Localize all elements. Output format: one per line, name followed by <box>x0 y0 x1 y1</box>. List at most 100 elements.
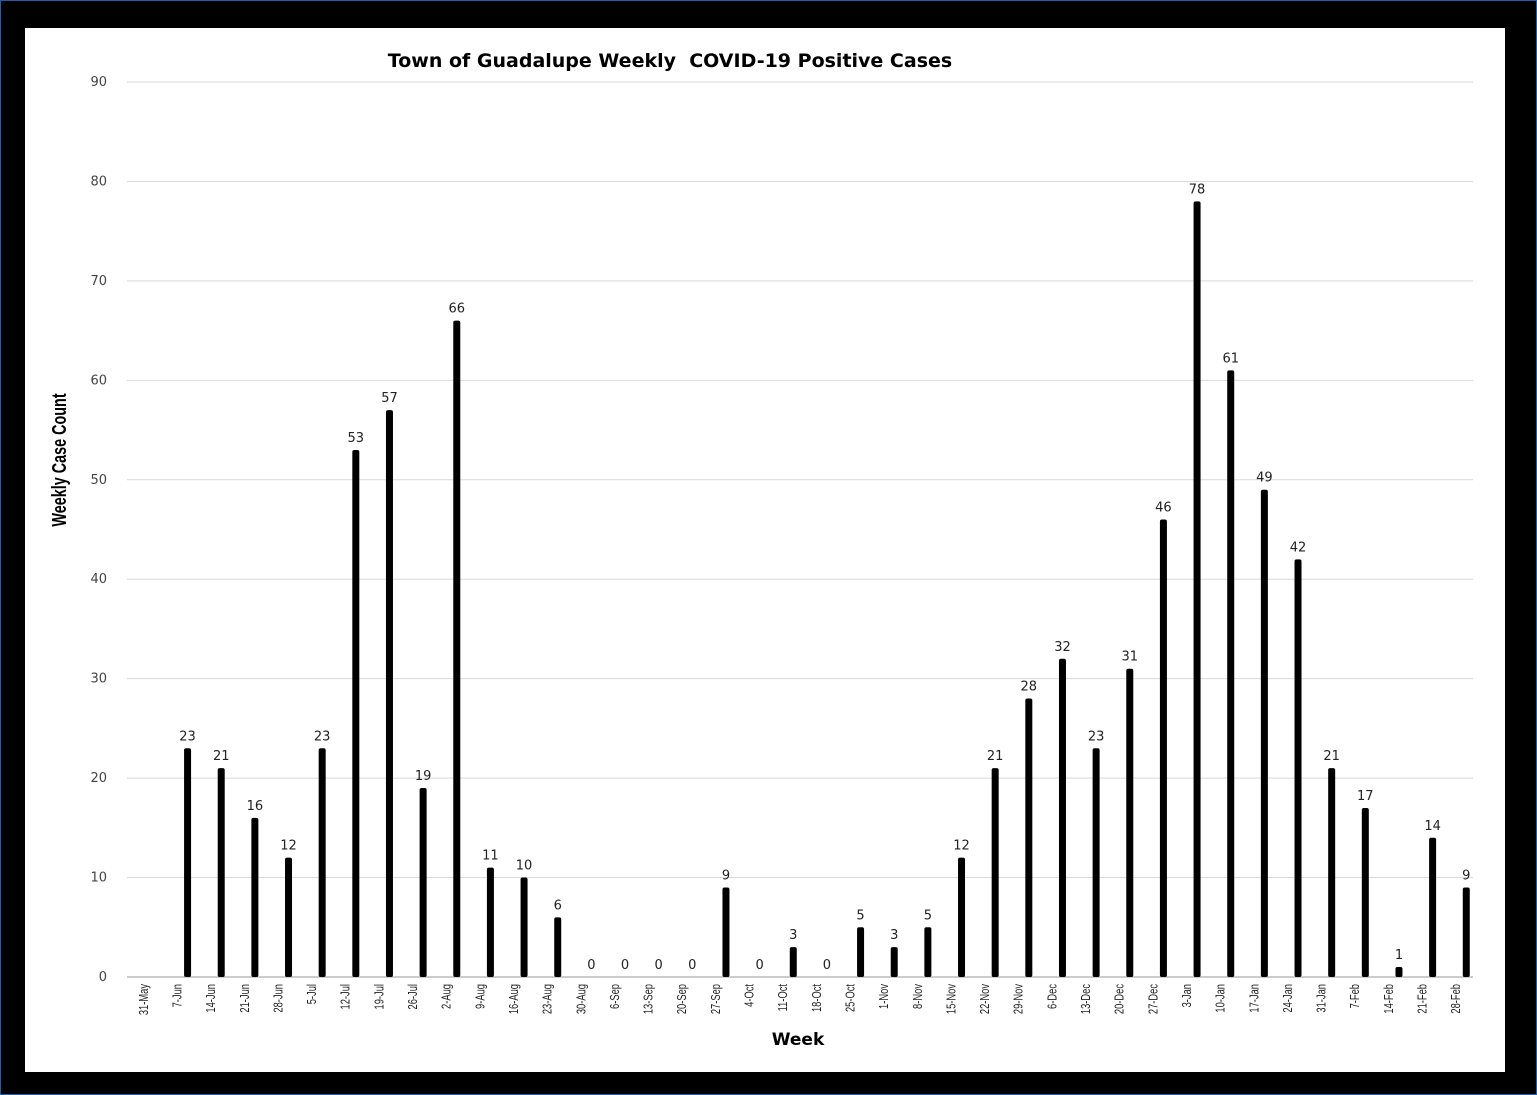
data-label: 12 <box>280 839 297 854</box>
bar <box>285 857 293 977</box>
y-tick-label: 10 <box>90 871 107 886</box>
x-tick-label: 24-Jan <box>1282 984 1296 1013</box>
x-tick: 28-Feb <box>1450 984 1464 1014</box>
x-tick-label: 21-Jun <box>238 984 252 1013</box>
x-tick-label: 1-Nov <box>878 984 892 1009</box>
x-tick: 13-Dec <box>1080 984 1094 1014</box>
data-label: 31 <box>1121 650 1138 665</box>
bar <box>1462 887 1470 977</box>
bar <box>1025 698 1033 977</box>
bar <box>958 857 966 977</box>
x-tick-label: 28-Feb <box>1450 984 1464 1014</box>
bar <box>924 927 932 977</box>
data-label: 14 <box>1424 819 1441 834</box>
bar <box>890 947 898 977</box>
x-tick-label: 18-Oct <box>810 983 824 1012</box>
data-label: 9 <box>1462 869 1470 884</box>
x-tick: 7-Feb <box>1349 984 1363 1008</box>
bar <box>419 788 427 977</box>
y-tick-label: 30 <box>90 672 107 687</box>
bar <box>991 768 999 977</box>
bar <box>1092 748 1100 977</box>
x-tick-label: 2-Aug <box>440 984 454 1009</box>
x-tick: 15-Nov <box>945 984 959 1014</box>
y-tick-label: 80 <box>90 174 107 189</box>
y-tick-label: 90 <box>90 75 107 90</box>
bar <box>352 449 360 977</box>
x-tick: 1-Nov <box>878 984 892 1009</box>
x-tick-label: 4-Oct <box>743 983 757 1007</box>
data-label: 23 <box>1088 729 1105 744</box>
data-label: 16 <box>247 799 264 814</box>
x-tick: 26-Jul <box>407 984 421 1009</box>
bar <box>789 947 797 977</box>
data-label: 66 <box>448 302 465 317</box>
x-tick: 19-Jul <box>373 984 387 1009</box>
data-label: 0 <box>823 958 831 973</box>
x-tick: 3-Jan <box>1181 984 1195 1007</box>
data-label: 0 <box>655 958 663 973</box>
x-tick-label: 7-Feb <box>1349 984 1363 1008</box>
x-tick-label: 10-Jan <box>1214 984 1228 1013</box>
x-tick: 27-Dec <box>1147 984 1161 1014</box>
data-label: 19 <box>415 769 432 784</box>
x-tick: 18-Oct <box>810 983 824 1012</box>
bar <box>1361 807 1369 977</box>
x-tick: 28-Jun <box>272 984 286 1013</box>
x-tick-label: 14-Feb <box>1383 984 1397 1014</box>
y-tick-label: 50 <box>90 473 107 488</box>
y-tick-label: 20 <box>90 771 107 786</box>
data-label: 49 <box>1256 471 1273 486</box>
x-tick: 21-Jun <box>238 984 252 1013</box>
data-label: 57 <box>381 391 398 406</box>
x-tick: 29-Nov <box>1012 984 1026 1014</box>
x-tick: 2-Aug <box>440 984 454 1009</box>
x-axis-ticks: 31-May 7-Jun 14-Jun 21-Jun 28-Jun 5-Jul 12-Jul… <box>137 983 1463 1015</box>
data-label: 10 <box>516 859 533 874</box>
data-label: 17 <box>1357 789 1374 804</box>
x-tick-label: 13-Sep <box>642 984 656 1014</box>
x-tick: 23-Aug <box>541 984 555 1014</box>
data-label: 23 <box>314 729 331 744</box>
x-tick: 20-Sep <box>676 984 690 1014</box>
x-tick: 31-May <box>137 984 151 1015</box>
data-label: 0 <box>621 958 629 973</box>
bar-chart: Town of Guadalupe Weekly COVID-19 Positi… <box>48 50 1473 1050</box>
x-tick-label: 14-Jun <box>205 984 219 1013</box>
x-tick: 6-Sep <box>609 984 623 1009</box>
x-tick: 14-Jun <box>205 984 219 1013</box>
data-label: 0 <box>755 958 763 973</box>
x-tick-label: 12-Jul <box>339 984 353 1009</box>
bar <box>1193 201 1201 978</box>
x-tick: 31-Jan <box>1315 984 1329 1013</box>
y-axis-ticks: 0 10 20 30 40 50 60 70 80 90 <box>90 75 107 985</box>
x-axis-label: Week <box>772 1030 825 1050</box>
x-tick: 13-Sep <box>642 984 656 1014</box>
x-tick-label: 25-Oct <box>844 983 858 1012</box>
bar <box>486 867 494 977</box>
bar <box>1395 967 1403 977</box>
x-tick: 5-Jul <box>306 984 320 1004</box>
x-tick-label: 21-Feb <box>1416 984 1430 1014</box>
bar <box>722 887 730 977</box>
bar <box>385 410 393 978</box>
x-tick: 9-Aug <box>474 984 488 1009</box>
bar <box>217 768 225 977</box>
x-tick-label: 31-Jan <box>1315 984 1329 1013</box>
data-label: 42 <box>1290 540 1307 555</box>
x-tick: 21-Feb <box>1416 984 1430 1014</box>
x-tick-label: 19-Jul <box>373 984 387 1009</box>
x-tick: 25-Oct <box>844 983 858 1012</box>
x-tick: 27-Sep <box>710 984 724 1014</box>
data-label: 78 <box>1189 182 1206 197</box>
x-tick: 30-Aug <box>575 984 589 1014</box>
x-tick-label: 26-Jul <box>407 984 421 1009</box>
bar <box>1429 837 1437 977</box>
x-tick: 22-Nov <box>979 984 993 1014</box>
bar <box>1058 658 1066 977</box>
bar <box>1227 370 1235 977</box>
x-tick: 11-Oct <box>777 983 791 1011</box>
bar <box>1294 559 1302 977</box>
x-tick-label: 23-Aug <box>541 984 555 1014</box>
